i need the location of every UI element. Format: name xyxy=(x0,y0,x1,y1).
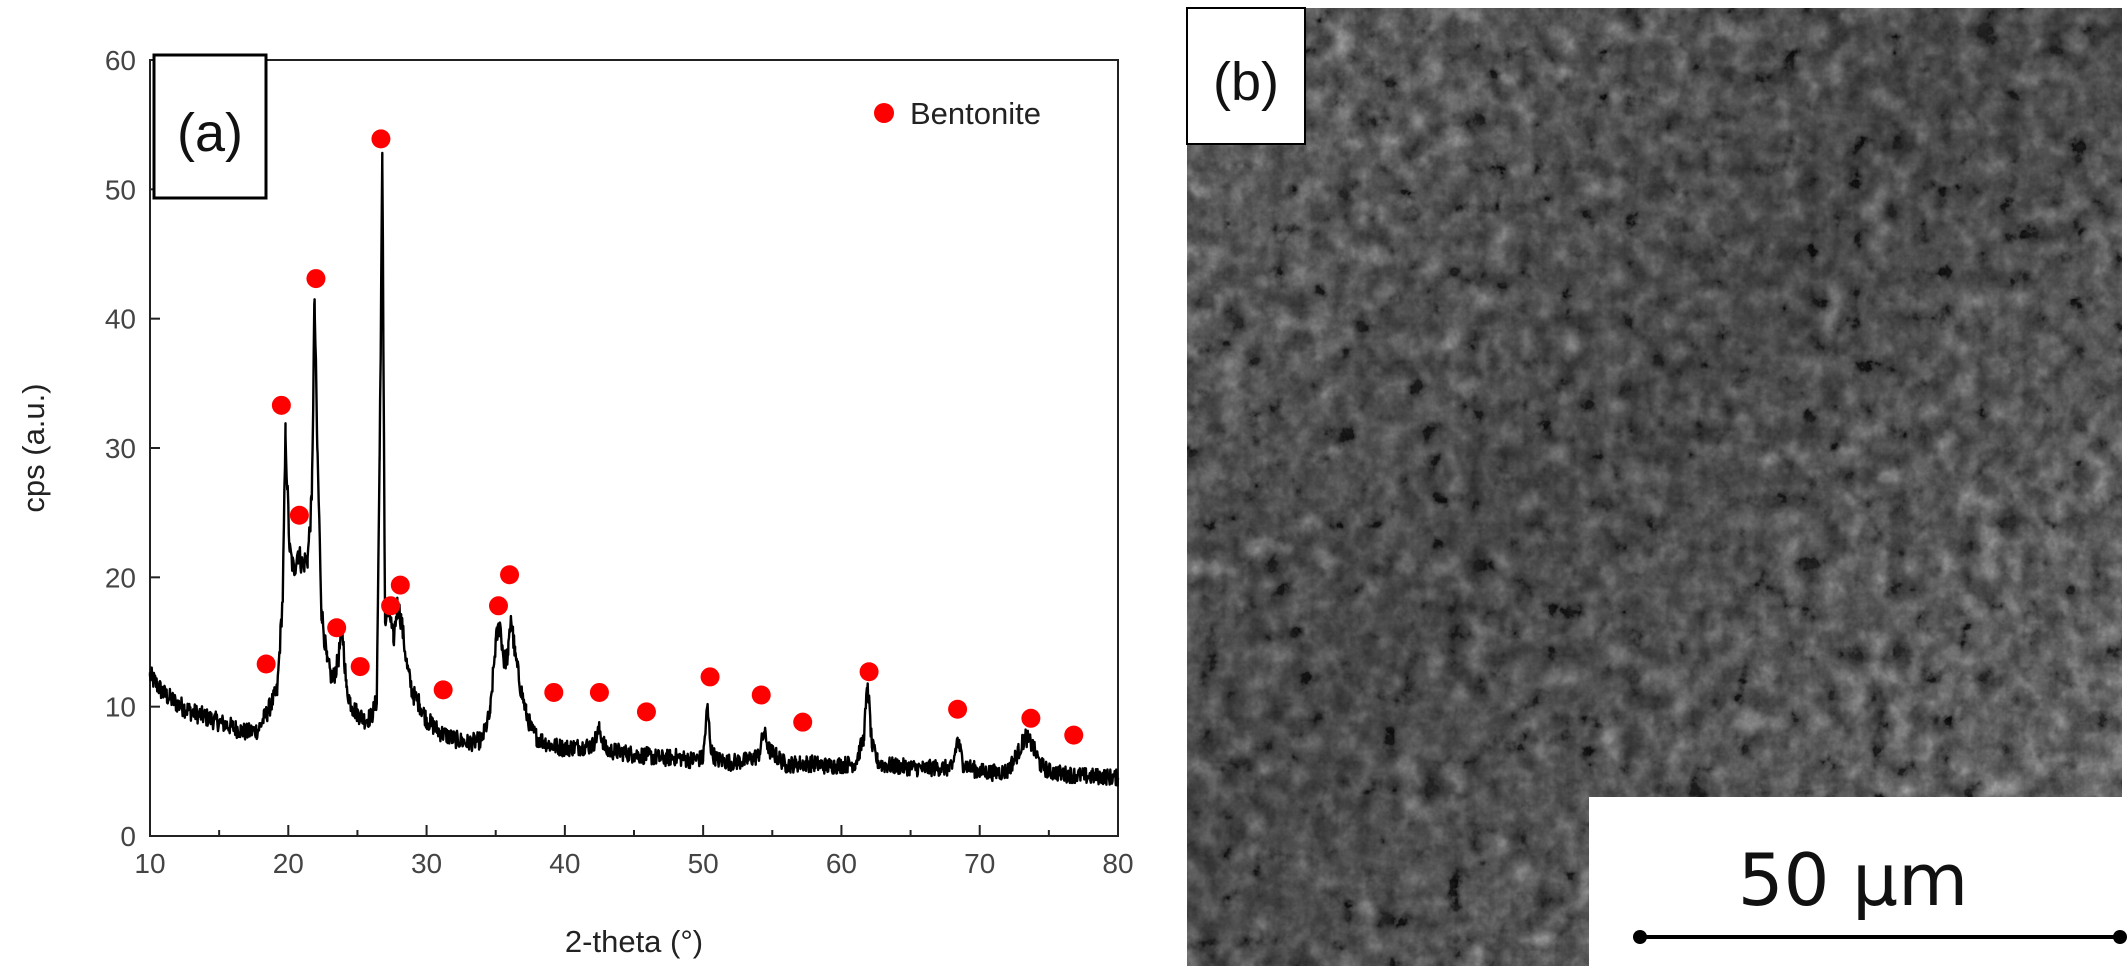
x-axis-ticks: 10 20 30 40 50 60 70 80 xyxy=(134,825,1134,879)
scale-bar-label: 50 μm xyxy=(1738,838,1968,922)
bentonite-peak-marker xyxy=(589,682,609,702)
y-tick-label: 30 xyxy=(105,433,136,464)
y-tick-label: 20 xyxy=(105,562,136,593)
bentonite-peak-marker xyxy=(433,680,453,700)
y-tick-label: 60 xyxy=(105,45,136,76)
bentonite-peak-marker xyxy=(306,269,326,289)
legend-entry-bentonite: Bentonite xyxy=(910,96,1041,131)
x-tick-label: 70 xyxy=(964,848,995,879)
y-tick-label: 0 xyxy=(120,821,136,852)
y-tick-label: 40 xyxy=(105,304,136,335)
bentonite-peak-marker xyxy=(859,662,879,682)
panel-b-label-box: (b) xyxy=(1186,7,1306,145)
bentonite-peak-marker xyxy=(793,712,813,732)
bentonite-peak-marker xyxy=(327,618,347,638)
sem-micrograph: (b) 50 μm xyxy=(1186,7,2127,966)
x-tick-label: 80 xyxy=(1102,848,1133,879)
bentonite-peak-marker xyxy=(636,702,656,722)
panel-a-label: (a) xyxy=(177,103,243,163)
x-tick-label: 20 xyxy=(273,848,304,879)
xrd-pattern-line xyxy=(148,151,1120,787)
bentonite-peak-marker xyxy=(488,596,508,616)
bentonite-peak-marker xyxy=(371,129,391,149)
bentonite-peak-marker xyxy=(390,575,410,595)
panel-a-label-box: (a) xyxy=(152,53,268,200)
bentonite-peak-marker xyxy=(271,395,291,415)
scale-bar-end-right xyxy=(2113,930,2127,944)
x-tick-label: 50 xyxy=(688,848,719,879)
bentonite-peak-marker xyxy=(350,657,370,677)
bentonite-peak-marker xyxy=(544,682,564,702)
bentonite-peak-marker xyxy=(256,654,276,674)
x-tick-label: 10 xyxy=(134,848,165,879)
bentonite-peak-marker xyxy=(381,596,401,616)
panel-b-label: (b) xyxy=(1213,52,1279,112)
bentonite-peak-markers xyxy=(256,129,1084,745)
plot-frame xyxy=(149,59,1119,837)
scale-bar-end-left xyxy=(1633,930,1647,944)
panel-a-frame xyxy=(152,53,268,200)
bentonite-peak-marker xyxy=(1064,725,1084,745)
bentonite-peak-marker xyxy=(751,685,771,705)
x-tick-label: 40 xyxy=(549,848,580,879)
panel-b-frame xyxy=(1186,7,1306,145)
y-axis-title: cps (a.u.) xyxy=(16,383,51,512)
bentonite-peak-marker xyxy=(1021,708,1041,728)
legend-marker xyxy=(874,103,894,123)
bentonite-peak-marker xyxy=(948,699,968,719)
x-axis-title: 2-theta (°) xyxy=(565,924,703,959)
scale-bar: 50 μm xyxy=(1589,797,2127,966)
y-axis-ticks: 0 10 20 30 40 50 60 xyxy=(105,45,160,852)
x-tick-label: 60 xyxy=(826,848,857,879)
y-tick-label: 50 xyxy=(105,174,136,205)
y-tick-label: 10 xyxy=(105,692,136,723)
bentonite-peak-marker xyxy=(289,505,309,525)
legend: Bentonite xyxy=(874,96,1041,131)
x-tick-label: 30 xyxy=(411,848,442,879)
bentonite-peak-marker xyxy=(500,565,520,585)
bentonite-peak-marker xyxy=(700,667,720,687)
